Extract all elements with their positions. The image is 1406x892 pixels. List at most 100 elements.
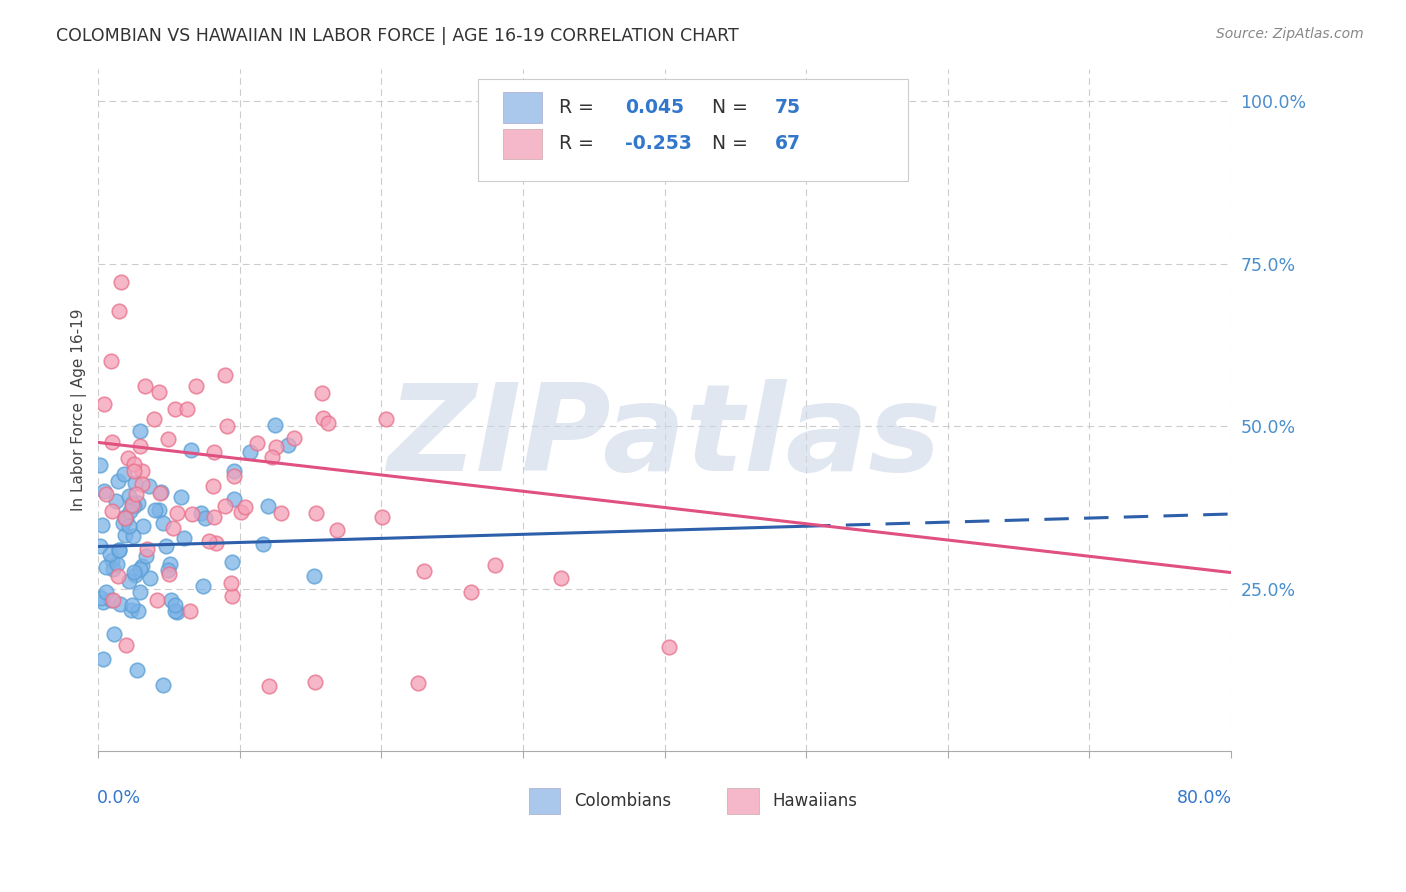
Point: [198, 534, 221, 549]
Point: [194, 510, 217, 524]
Text: -0.253: -0.253: [624, 134, 692, 153]
Point: [550, 571, 572, 585]
Point: [264, 440, 287, 454]
Point: [107, 474, 129, 488]
Text: N =: N =: [711, 98, 754, 117]
Point: [108, 542, 131, 557]
Point: [100, 504, 122, 518]
Point: [117, 574, 139, 588]
FancyBboxPatch shape: [529, 789, 561, 814]
Point: [658, 640, 681, 654]
Point: [108, 543, 131, 558]
Point: [229, 505, 252, 519]
Point: [122, 529, 145, 543]
Point: [152, 678, 174, 692]
Point: [246, 436, 269, 450]
Point: [98, 547, 121, 561]
Point: [176, 402, 198, 417]
Point: [160, 592, 183, 607]
Point: [219, 575, 242, 590]
Point: [149, 486, 172, 500]
Point: [125, 663, 148, 677]
Point: [89, 458, 111, 472]
Point: [90, 591, 112, 606]
Point: [136, 541, 159, 556]
Text: Source: ZipAtlas.com: Source: ZipAtlas.com: [1216, 27, 1364, 41]
Point: [163, 598, 186, 612]
Point: [129, 584, 152, 599]
Text: Colombians: Colombians: [574, 791, 671, 810]
Point: [190, 507, 212, 521]
Point: [131, 558, 153, 573]
Point: [235, 500, 257, 514]
Point: [91, 518, 114, 533]
Point: [103, 627, 125, 641]
Point: [311, 385, 333, 400]
Point: [135, 549, 157, 564]
Point: [143, 411, 166, 425]
Point: [114, 638, 136, 652]
Point: [129, 562, 152, 576]
Point: [202, 445, 225, 459]
FancyBboxPatch shape: [727, 789, 759, 814]
Point: [107, 304, 129, 318]
Point: [257, 499, 280, 513]
Point: [101, 435, 124, 450]
Point: [96, 585, 118, 599]
Point: [173, 531, 195, 545]
Point: [89, 539, 111, 553]
Point: [159, 558, 181, 572]
Point: [131, 464, 153, 478]
Point: [191, 579, 214, 593]
Point: [257, 679, 280, 693]
Point: [277, 438, 299, 452]
Point: [221, 589, 243, 603]
Point: [214, 499, 236, 513]
Point: [124, 567, 146, 582]
Point: [114, 511, 136, 525]
Text: 0.045: 0.045: [624, 98, 683, 117]
Y-axis label: In Labor Force | Age 16-19: In Labor Force | Age 16-19: [72, 309, 87, 511]
Point: [105, 494, 128, 508]
Point: [122, 500, 145, 514]
Point: [239, 445, 262, 459]
Point: [305, 507, 328, 521]
Point: [91, 652, 114, 666]
Point: [371, 509, 394, 524]
Point: [101, 592, 124, 607]
Point: [152, 516, 174, 530]
Point: [93, 484, 115, 499]
Point: [121, 498, 143, 512]
Point: [217, 418, 239, 433]
Point: [163, 604, 186, 618]
Point: [166, 605, 188, 619]
Point: [101, 562, 124, 576]
FancyBboxPatch shape: [478, 78, 908, 181]
Text: Hawaiians: Hawaiians: [772, 791, 858, 810]
Point: [157, 567, 180, 582]
Point: [107, 569, 129, 583]
Point: [157, 563, 180, 577]
Point: [202, 510, 225, 524]
Point: [114, 511, 136, 525]
Point: [224, 491, 246, 506]
Point: [326, 523, 349, 537]
Point: [214, 368, 236, 382]
Point: [111, 516, 134, 530]
Point: [124, 457, 146, 471]
Point: [125, 487, 148, 501]
Point: [118, 504, 141, 518]
Point: [460, 585, 482, 599]
Point: [148, 385, 170, 400]
Point: [179, 604, 201, 618]
Point: [112, 467, 135, 482]
Point: [139, 571, 162, 585]
Point: [120, 602, 142, 616]
Point: [91, 595, 114, 609]
Point: [413, 564, 436, 578]
Text: 80.0%: 80.0%: [1177, 789, 1232, 807]
Point: [162, 521, 184, 535]
Point: [110, 275, 132, 289]
Point: [132, 519, 155, 533]
Text: 75: 75: [775, 98, 800, 117]
